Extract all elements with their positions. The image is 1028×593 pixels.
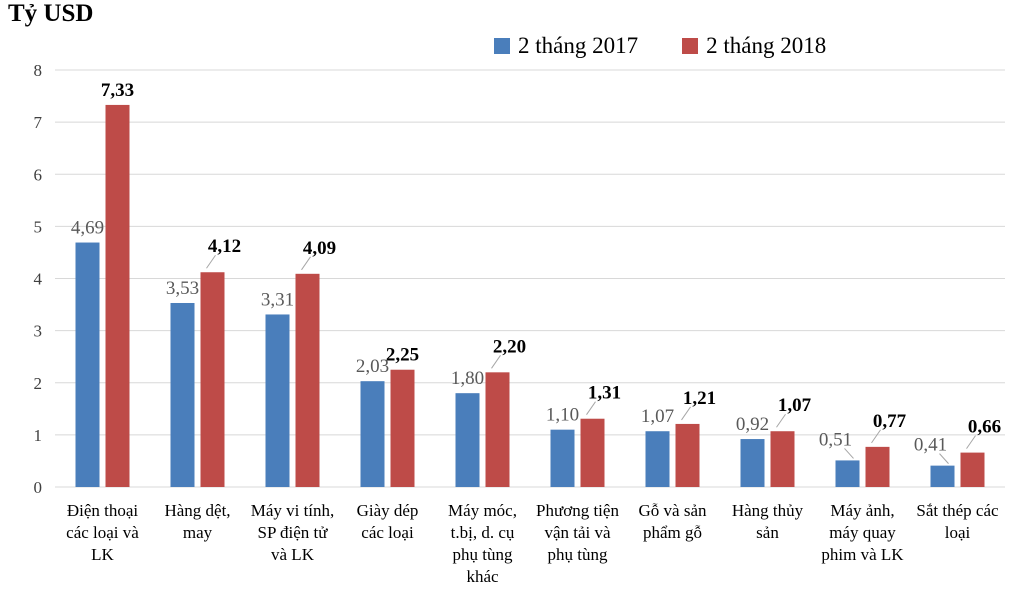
bar-2018 [960,452,985,487]
bar-2018 [580,418,605,487]
value-label-leader-line [491,355,501,369]
legend-item-2018: 2 tháng 2018 [682,33,826,59]
value-label-2018: 2,20 [493,336,526,357]
x-axis-category-labels: Điện thoại các loại và LK Hàng dệt, may Máy v… [0,500,1028,593]
value-label-2017: 3,53 [166,278,199,299]
value-label-leader-line [586,401,596,416]
value-label-2017: 0,92 [736,414,769,435]
value-label-2017: 0,51 [819,429,852,450]
bar-2017 [645,431,670,487]
value-label-leader-line [301,256,311,271]
legend-item-2017: 2 tháng 2017 [494,33,638,59]
bar-2017 [265,314,290,487]
y-axis-tick-label: 7 [34,113,43,132]
bar-2018 [390,369,415,487]
y-axis-tick-label: 4 [34,270,43,289]
bar-2017 [740,439,765,487]
value-label-2018: 0,77 [873,411,907,432]
category-label: Hàng thủy sản [731,501,804,542]
value-label-2018: 4,09 [303,238,336,259]
value-label-2017: 1,07 [641,406,674,427]
value-label-2017: 2,03 [356,356,389,377]
bar-2018 [105,104,130,487]
value-label-2017: 0,41 [914,435,947,456]
bar-2017 [930,465,955,487]
bar-2017 [550,429,575,487]
bar-2017 [75,242,100,487]
category-label: Máy vi tính, SP điện tử và LK [250,501,335,564]
bar-2018 [485,372,510,487]
category-label: Máy ảnh, máy quay phim và LK [821,501,904,564]
bar-2018 [200,272,225,487]
y-axis-tick-label: 6 [34,165,43,184]
bar-2018 [295,273,320,487]
value-label-2018: 1,21 [683,388,716,409]
value-label-leader-line [939,453,949,464]
value-label-2018: 1,31 [588,383,621,404]
value-label-2018: 2,25 [386,345,419,366]
chart-title: Tỷ USD [8,0,94,27]
bar-2017 [455,393,480,487]
bar-2017 [835,460,860,487]
value-label-2018: 4,12 [208,236,241,257]
category-label: Sắt thép các loại [916,501,999,542]
value-label-2018: 1,07 [778,395,812,416]
value-label-leader-line [776,413,786,428]
value-label-leader-line [844,448,854,459]
value-label-2018: 7,33 [101,80,134,101]
y-axis-tick-label: 8 [34,61,43,80]
y-axis-tick-label: 3 [34,322,43,341]
legend-swatch-2017-icon [494,38,510,54]
category-label: Giày dép các loại [356,501,419,542]
bar-2018 [770,431,795,487]
bar-2018 [675,423,700,487]
y-axis-tick-label: 5 [34,217,43,236]
value-label-2017: 4,69 [71,218,104,239]
legend-label-2018: 2 tháng 2018 [706,33,827,58]
value-label-2017: 1,10 [546,405,579,426]
value-label-leader-line [871,429,881,444]
legend-swatch-2018-icon [682,38,699,54]
category-label: Điện thoại các loại và LK [66,501,139,564]
value-label-2017: 1,80 [451,368,484,389]
value-label-leader-line [966,435,976,449]
bar-2017 [170,302,195,487]
category-label: Máy móc, t.bị, d. cụ phụ tùng khác [448,501,517,586]
y-axis-tick-label: 2 [34,374,43,393]
category-label: Phương tiện vận tải và phụ tùng [536,501,619,564]
category-label: Gỗ và sản phẩm gỗ [638,501,707,542]
category-label: Hàng dệt, may [164,501,231,542]
y-axis-tick-label: 1 [34,426,43,445]
value-label-leader-line [206,254,216,269]
chart-legend: 2 tháng 2017 2 tháng 2018 [494,33,826,59]
bar-2017 [360,381,385,487]
y-axis-tick-label: 0 [34,478,43,497]
value-label-2017: 3,31 [261,289,294,310]
legend-label-2017: 2 tháng 2017 [518,33,639,58]
value-label-2018: 0,66 [968,417,1001,438]
value-label-leader-line [681,406,691,421]
bar-2018 [865,446,890,487]
